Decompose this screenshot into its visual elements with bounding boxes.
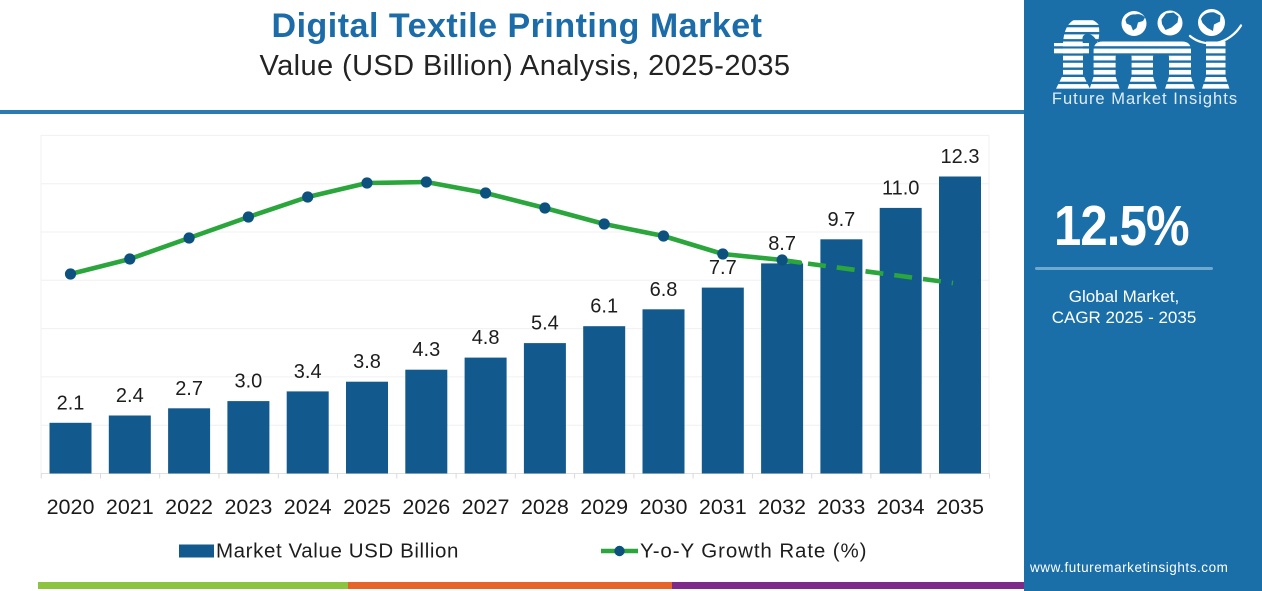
svg-text:2034: 2034 — [877, 495, 925, 519]
svg-text:2031: 2031 — [699, 495, 747, 519]
svg-text:7.7: 7.7 — [709, 257, 737, 279]
svg-text:Market Value USD Billion: Market Value USD Billion — [216, 540, 459, 563]
svg-text:2020: 2020 — [47, 495, 95, 519]
svg-text:2023: 2023 — [224, 495, 272, 519]
svg-text:2035: 2035 — [936, 495, 984, 519]
svg-text:2025: 2025 — [343, 495, 391, 519]
svg-text:2.4: 2.4 — [116, 385, 144, 407]
svg-text:2022: 2022 — [165, 495, 213, 519]
svg-text:12.3: 12.3 — [941, 146, 980, 168]
svg-text:2033: 2033 — [817, 495, 865, 519]
svg-text:2027: 2027 — [462, 495, 510, 519]
svg-text:3.0: 3.0 — [234, 371, 262, 393]
svg-text:2.7: 2.7 — [175, 378, 203, 400]
svg-text:2030: 2030 — [640, 495, 688, 519]
svg-text:9.7: 9.7 — [827, 209, 855, 231]
svg-text:2026: 2026 — [402, 495, 450, 519]
svg-text:2021: 2021 — [106, 495, 154, 519]
svg-text:2.1: 2.1 — [57, 392, 85, 414]
svg-text:4.3: 4.3 — [412, 339, 440, 361]
svg-text:2029: 2029 — [580, 495, 628, 519]
svg-text:2024: 2024 — [284, 495, 332, 519]
svg-text:4.8: 4.8 — [472, 327, 500, 349]
svg-text:2028: 2028 — [521, 495, 569, 519]
svg-text:6.8: 6.8 — [650, 279, 678, 301]
svg-text:Y-o-Y Growth Rate (%): Y-o-Y Growth Rate (%) — [640, 540, 867, 563]
svg-text:5.4: 5.4 — [531, 313, 559, 335]
svg-text:8.7: 8.7 — [768, 233, 796, 255]
svg-text:11.0: 11.0 — [882, 177, 919, 199]
svg-text:3.4: 3.4 — [294, 361, 322, 383]
svg-text:2032: 2032 — [758, 495, 806, 519]
svg-text:3.8: 3.8 — [353, 351, 381, 373]
svg-text:Future Market Insights: Future Market Insights — [1052, 90, 1238, 108]
svg-text:6.1: 6.1 — [590, 296, 618, 318]
